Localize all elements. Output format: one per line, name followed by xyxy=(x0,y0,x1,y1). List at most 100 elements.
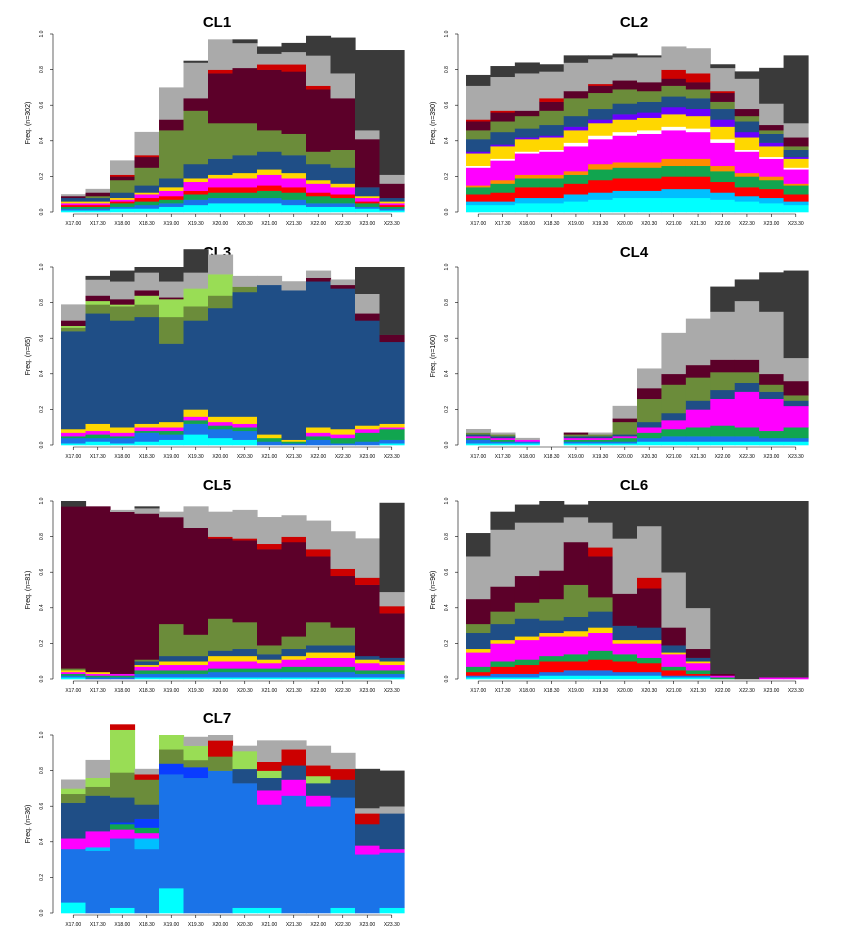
bar-segment-olive xyxy=(208,618,234,651)
bar-segment-olive xyxy=(281,636,307,650)
bar-segment-gold xyxy=(134,664,160,667)
bar-segment-maroon xyxy=(110,299,136,305)
bar-segment-maroon xyxy=(563,90,589,99)
x-tick-label: X17.00 xyxy=(470,454,486,460)
y-tick-label: 0.8 xyxy=(444,299,450,306)
bar-segment-cyan xyxy=(490,677,516,680)
bar-segment-navy xyxy=(563,616,589,632)
bar-segment-gold xyxy=(330,183,356,188)
bar-segment-gold xyxy=(257,434,283,439)
x-tick-label: X23.00 xyxy=(763,688,779,694)
bar-segment-skyblue xyxy=(588,192,614,200)
x-tick-label: X19.00 xyxy=(568,688,584,694)
y-tick-label: 0.0 xyxy=(444,441,450,448)
bar-segment-magenta xyxy=(734,151,760,174)
bar-segment-white xyxy=(734,149,760,152)
bar-segment-magenta xyxy=(232,423,258,428)
x-tick-label: X21.00 xyxy=(261,454,277,460)
bar-segment-green xyxy=(783,427,809,439)
bar-segment-orange xyxy=(783,183,809,186)
bar-segment-lightgreen xyxy=(110,729,136,773)
bar-segment-red xyxy=(330,194,356,199)
bar-segment-cyan xyxy=(61,677,87,680)
bar-segment-cyan xyxy=(85,210,111,213)
bar-segment-white xyxy=(612,131,638,136)
bar-segment-navy xyxy=(159,343,185,423)
y-tick-label: 1.0 xyxy=(39,497,45,504)
bar-segment-olive xyxy=(783,395,809,401)
bar-segment-maroon xyxy=(85,295,111,302)
bar-segment-green xyxy=(490,661,516,667)
bar-segment-gold xyxy=(588,627,614,634)
bar-segment-darkred xyxy=(490,110,516,113)
bar-segment-magenta xyxy=(61,432,87,437)
bar-segment-lightgrey xyxy=(110,509,136,512)
bar-segment-magenta xyxy=(514,639,540,660)
bar-segment-navy xyxy=(734,382,760,392)
bar-segment-green xyxy=(637,167,663,179)
bar-segment-green xyxy=(159,199,185,204)
bar-segment-navy xyxy=(563,115,589,127)
bar-segment-orange xyxy=(685,158,711,167)
x-tick-label: X23.30 xyxy=(788,221,804,227)
bar-segment-green xyxy=(134,670,160,674)
bar-segment-green xyxy=(257,190,283,199)
bar-segment-blue xyxy=(85,208,111,211)
bar-segment-navy xyxy=(355,187,381,197)
bar-segment-navy xyxy=(208,307,234,417)
bar-segment-gold xyxy=(306,652,332,658)
bar-segment-green xyxy=(232,427,258,432)
bar-segment-olive xyxy=(563,98,589,117)
bar-segment-cyan xyxy=(110,907,136,914)
bar-segment-maroon xyxy=(734,108,760,117)
bar-segment-cyan xyxy=(514,443,540,446)
bar-segment-magenta xyxy=(134,427,160,432)
bar-segment-green xyxy=(257,437,283,442)
bar-segment-maroon xyxy=(783,380,809,396)
bar-segment-magenta xyxy=(183,416,209,421)
bar-segment-maroon xyxy=(306,556,332,623)
bar-segment-cyan xyxy=(466,677,492,680)
bar-segment-darkgrey xyxy=(734,279,760,302)
x-tick-label: X20.30 xyxy=(237,688,253,694)
bar-segment-blue xyxy=(514,673,540,678)
bar-segment-lightgrey xyxy=(466,428,492,433)
bar-segment-darkred xyxy=(685,73,711,83)
bar-segment-green xyxy=(588,650,614,660)
bar-segment-gold xyxy=(257,659,283,664)
bar-segment-darkred xyxy=(110,724,136,730)
bar-segment-maroon xyxy=(208,538,234,619)
bar-segment-cyan xyxy=(710,441,736,446)
bar-segment-lightgrey xyxy=(734,300,760,360)
bar-segment-navy xyxy=(159,655,185,662)
x-tick-label: X23.00 xyxy=(359,221,375,227)
bar-segment-navy xyxy=(306,163,332,181)
bar-segment-lightgrey xyxy=(330,279,356,286)
bar-segment-green xyxy=(710,171,736,183)
bar-segment-lightgrey xyxy=(637,57,663,83)
bar-segment-cyan xyxy=(159,439,185,446)
y-tick-label: 0.2 xyxy=(444,406,450,413)
bar-segment-darkgrey xyxy=(490,66,516,78)
bar-segment-green xyxy=(759,179,785,190)
bar-segment-darkgrey xyxy=(379,502,405,593)
x-tick-label: X22.00 xyxy=(310,454,326,460)
bar-segment-deepblue xyxy=(110,822,136,825)
bar-segment-olive xyxy=(710,372,736,391)
bar-segment-red xyxy=(661,670,687,676)
bar-segment-navy xyxy=(183,163,209,179)
bar-segment-navy xyxy=(232,155,258,174)
bar-segment-cyan xyxy=(159,206,185,213)
bar-segment-green xyxy=(281,666,307,673)
bar-segment-maroon xyxy=(685,82,711,90)
x-tick-label: X23.00 xyxy=(359,688,375,694)
bar-segment-green xyxy=(330,197,356,204)
bar-segment-magenta xyxy=(466,436,492,439)
bar-segment-gold xyxy=(134,423,160,428)
bar-segment-darkred xyxy=(208,69,234,74)
bar-segment-maroon xyxy=(379,613,405,658)
y-tick-label: 0.2 xyxy=(39,406,45,413)
bar-segment-skyblue xyxy=(85,847,111,851)
bar-segment-darkgrey xyxy=(61,501,87,507)
